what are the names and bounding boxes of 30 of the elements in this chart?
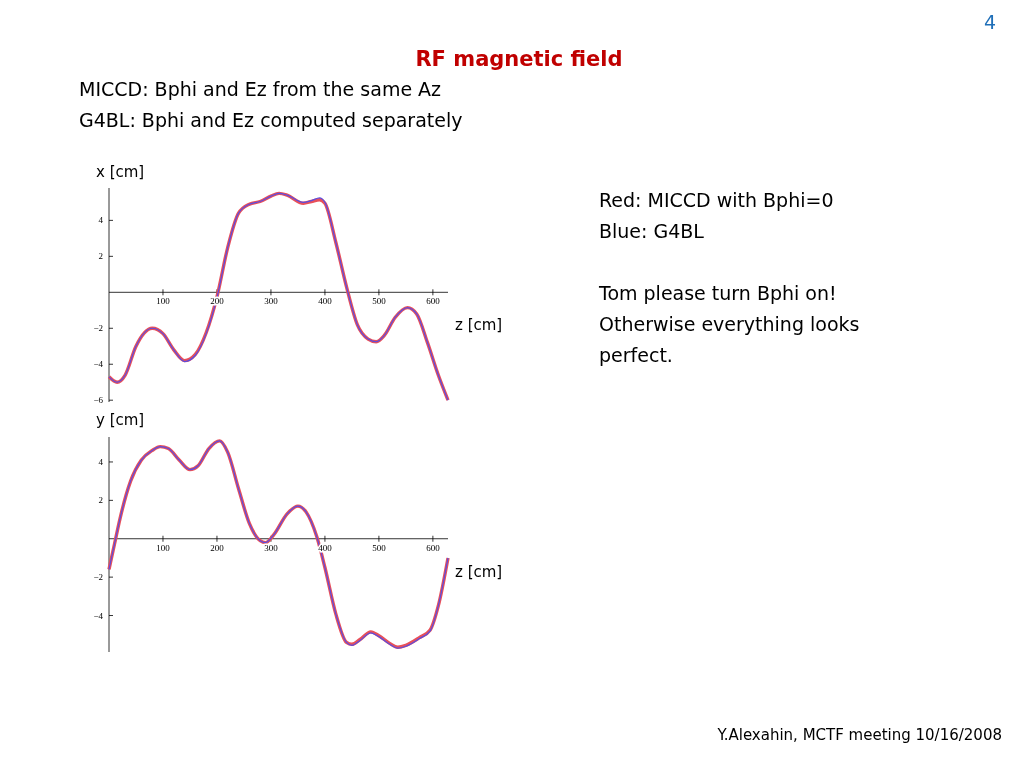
- x-tick-label: 300: [264, 296, 279, 307]
- text: 4: [983, 11, 996, 33]
- text: Y.Alexahin, MCTF meeting 10/16/2008: [716, 726, 1002, 744]
- text: RF magnetic field: [415, 47, 623, 71]
- x-tick-label: 500: [372, 542, 387, 553]
- text: Blue: G4BL: [599, 220, 705, 242]
- y-tick-label: 2: [98, 251, 103, 262]
- x-tick-label: 600: [426, 296, 441, 307]
- text: Tom please turn Bphi on! Otherwise everything looks perfect.: [598, 282, 860, 366]
- x-tick-label: 500: [372, 296, 387, 307]
- text: Red: MICCD with Bphi=0: [599, 189, 834, 211]
- x-axis-title: z [cm]: [455, 562, 503, 581]
- y-tick-label: −6: [93, 395, 104, 406]
- x-axis-title: z [cm]: [455, 316, 503, 335]
- x-tick-label: 400: [318, 296, 333, 307]
- y-axis-title: y [cm]: [96, 411, 145, 429]
- x-tick-label: 600: [426, 542, 441, 553]
- x-tick-label: 100: [156, 542, 171, 553]
- x-tick-label: 300: [264, 542, 279, 553]
- y-tick-label: 4: [98, 456, 104, 467]
- chart-subtitle: MICCD: Bphi and Ez from the same Az G4BL: Bphi and Ez computed separately: [79, 78, 463, 131]
- y-tick-label: −2: [93, 572, 103, 583]
- x-tick-label: 100: [156, 296, 171, 307]
- y-tick-label: −4: [93, 610, 104, 621]
- x-tick-label: 200: [210, 542, 225, 553]
- y-tick-label: −4: [93, 359, 104, 370]
- y-tick-label: −2: [93, 323, 103, 334]
- y-tick-label: 2: [98, 495, 103, 506]
- y-axis-title: x [cm]: [96, 163, 145, 181]
- y-tick-label: 4: [98, 215, 104, 226]
